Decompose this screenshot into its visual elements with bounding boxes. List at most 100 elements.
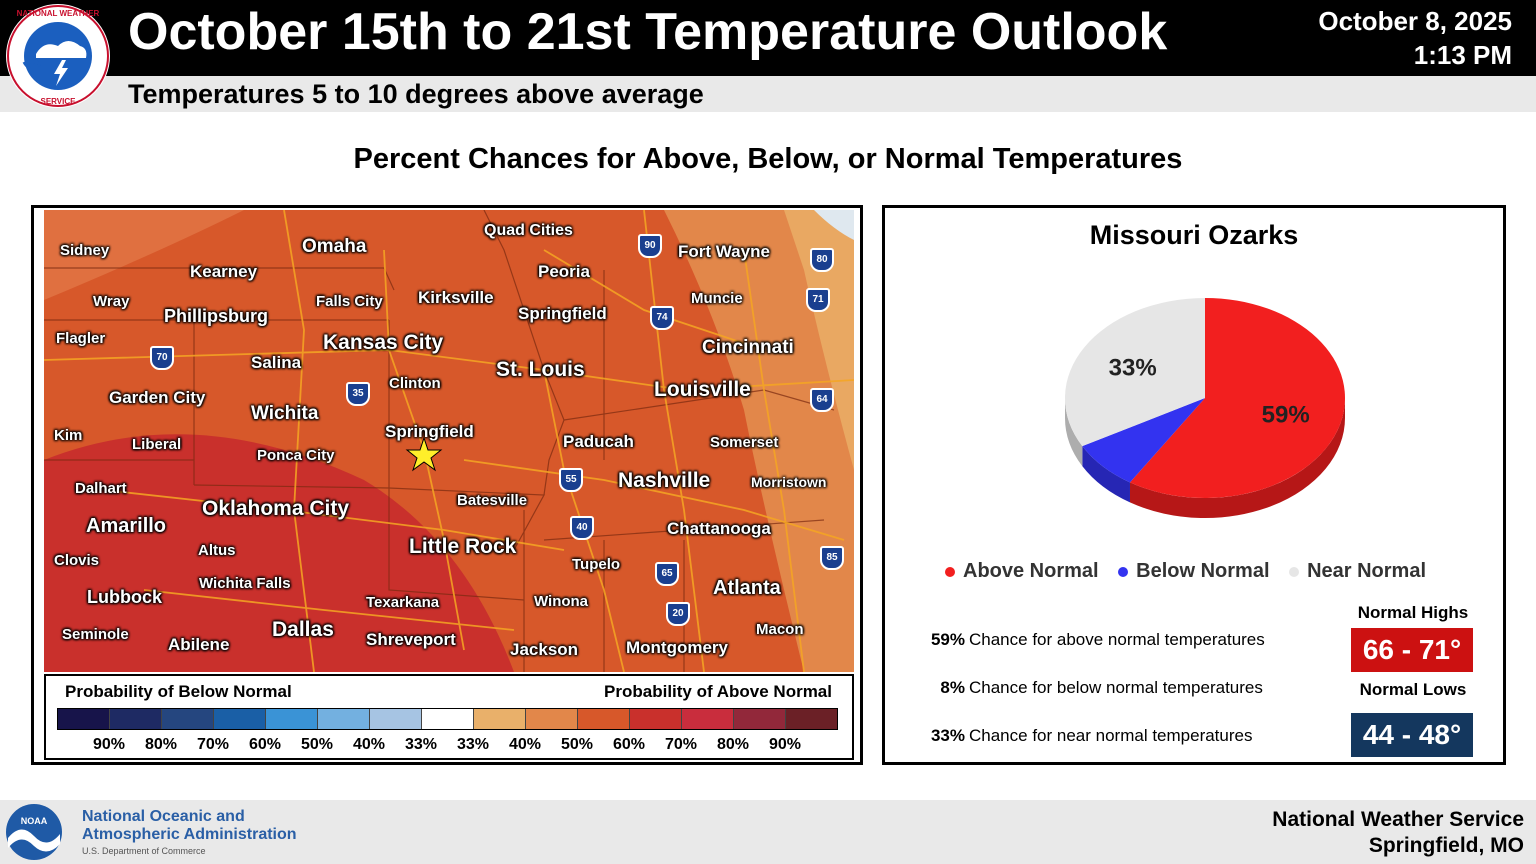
city-label: Clinton [389, 375, 441, 392]
interstate-shield-icon: 71 [806, 288, 830, 312]
normal-highs-value: 66 - 71° [1351, 628, 1473, 672]
near-dot-icon [1289, 566, 1300, 577]
page-subtitle: Temperatures 5 to 10 degrees above avera… [128, 79, 704, 109]
legend-swatch [578, 709, 630, 729]
pie-slice-below-normal [1082, 398, 1205, 483]
city-label: Tupelo [572, 556, 621, 573]
region-outlook-panel: Missouri Ozarks 59% 33% Above Normal Belo… [882, 205, 1506, 765]
office-name: National Weather Service [1272, 808, 1524, 831]
city-label: Morristown [751, 474, 827, 490]
interstate-shield-icon: 90 [638, 234, 662, 258]
stat-below: 8% Chance for below normal temperatures [940, 678, 1263, 697]
legend-below-label: Probability of Below Normal [65, 682, 292, 701]
city-label: Garden City [109, 388, 206, 407]
city-label: Cincinnati [702, 337, 794, 358]
issue-date: October 8, 2025 [1318, 6, 1512, 36]
interstate-shield-icon: 20 [666, 602, 690, 626]
interstate-shield-icon: 80 [810, 248, 834, 272]
probability-legend: Probability of Below Normal Probability … [44, 674, 854, 760]
legend-tick-label: 33% [404, 736, 438, 753]
city-label: Somerset [710, 434, 779, 451]
page-title: October 15th to 21st Temperature Outlook [128, 3, 1168, 61]
city-label: Oklahoma City [202, 497, 350, 520]
city-label: St. Louis [496, 358, 585, 381]
legend-tick-label: 40% [508, 736, 542, 753]
above-40-region-nw [44, 210, 244, 300]
city-label: Amarillo [86, 515, 167, 537]
noaa-logo-icon: NOAA [6, 804, 62, 860]
city-label: Kearney [190, 262, 258, 281]
legend-tick-label: 70% [196, 736, 230, 753]
legend-below-normal: Below Normal [1118, 560, 1270, 583]
city-label: Wray [93, 293, 130, 310]
interstate-shield-icon: 35 [346, 382, 370, 406]
legend-swatch [474, 709, 526, 729]
springfield-star-icon [405, 436, 443, 472]
city-label: Winona [534, 593, 589, 610]
legend-tick-label: 90% [768, 736, 802, 753]
stat-near: 33% Chance for near normal temperatures [930, 726, 1253, 745]
legend-tick-label: 50% [560, 736, 594, 753]
footer-bar [0, 800, 1536, 864]
svg-text:SERVICE: SERVICE [41, 97, 77, 106]
map-graphic [44, 210, 854, 672]
section-heading: Percent Chances for Above, Below, or Nor… [353, 143, 1183, 175]
legend-tick-label: 60% [612, 736, 646, 753]
pie-slice-label: 33% [1109, 354, 1157, 381]
city-label: Macon [756, 621, 804, 638]
city-label: Springfield [518, 304, 607, 323]
nws-logo-icon: NATIONAL WEATHER SERVICE [6, 4, 110, 108]
city-label: Atlanta [713, 577, 781, 599]
city-label: Dalhart [75, 480, 127, 497]
svg-text:NOAA: NOAA [21, 816, 48, 826]
legend-swatch [318, 709, 370, 729]
normal-highs-label: Normal Highs [1357, 603, 1469, 622]
city-label: Kim [54, 427, 83, 444]
city-label: Louisville [654, 378, 751, 401]
lake-erie [814, 210, 854, 240]
outlook-map: Sidney Omaha Quad Cities Fort Wayne Kearney P… [44, 210, 854, 672]
city-label: Little Rock [409, 535, 517, 558]
city-label: Lubbock [87, 587, 162, 607]
pie-legend: Above Normal Below Normal Near Normal [945, 560, 1440, 583]
legend-tick-label: 90% [92, 736, 126, 753]
pie-slice-side [1082, 446, 1130, 503]
interstate-shield-icon: 40 [570, 516, 594, 540]
city-label: Chattanooga [667, 519, 771, 538]
legend-above-normal: Above Normal [945, 560, 1099, 583]
city-label: Shreveport [366, 630, 456, 649]
city-label: Quad Cities [484, 222, 573, 239]
legend-color-scale [57, 708, 838, 730]
legend-above-label: Probability of Above Normal [604, 682, 832, 701]
issue-datetime: October 8, 2025 1:13 PM [1318, 4, 1512, 72]
city-label: Paducah [563, 432, 634, 451]
city-label: Texarkana [366, 594, 440, 611]
city-label: Sidney [60, 242, 110, 259]
city-label: Fort Wayne [678, 242, 770, 261]
city-label: Dallas [272, 618, 334, 641]
city-label: Kirksville [418, 288, 494, 307]
city-label: Liberal [132, 436, 182, 453]
city-label: Omaha [302, 236, 367, 257]
probability-pie-chart: 59% 33% [1065, 298, 1345, 518]
city-label: Muncie [691, 290, 743, 307]
city-label: Ponca City [257, 447, 335, 464]
stat-above: 59% Chance for above normal temperatures [930, 630, 1265, 649]
pie-slice-near-normal [1065, 298, 1205, 447]
region-title: Missouri Ozarks [1089, 220, 1299, 250]
above-40-region-east [664, 210, 854, 672]
interstate-shield-icon: 70 [150, 346, 174, 370]
pie-slice-above-normal [1129, 298, 1345, 498]
above-60-region [44, 434, 514, 672]
issue-time: 1:13 PM [1413, 40, 1512, 70]
pie-slice-label: 59% [1262, 402, 1310, 429]
pie-slice-side [1065, 398, 1083, 467]
pie-slice-side [1129, 398, 1345, 518]
noaa-name-line2: Atmospheric Administration [82, 826, 297, 843]
subtitle-bar [0, 76, 1536, 112]
legend-swatch [58, 709, 110, 729]
legend-swatch [162, 709, 214, 729]
legend-swatch [630, 709, 682, 729]
legend-tick-label: 33% [456, 736, 490, 753]
city-label: Montgomery [626, 638, 728, 657]
